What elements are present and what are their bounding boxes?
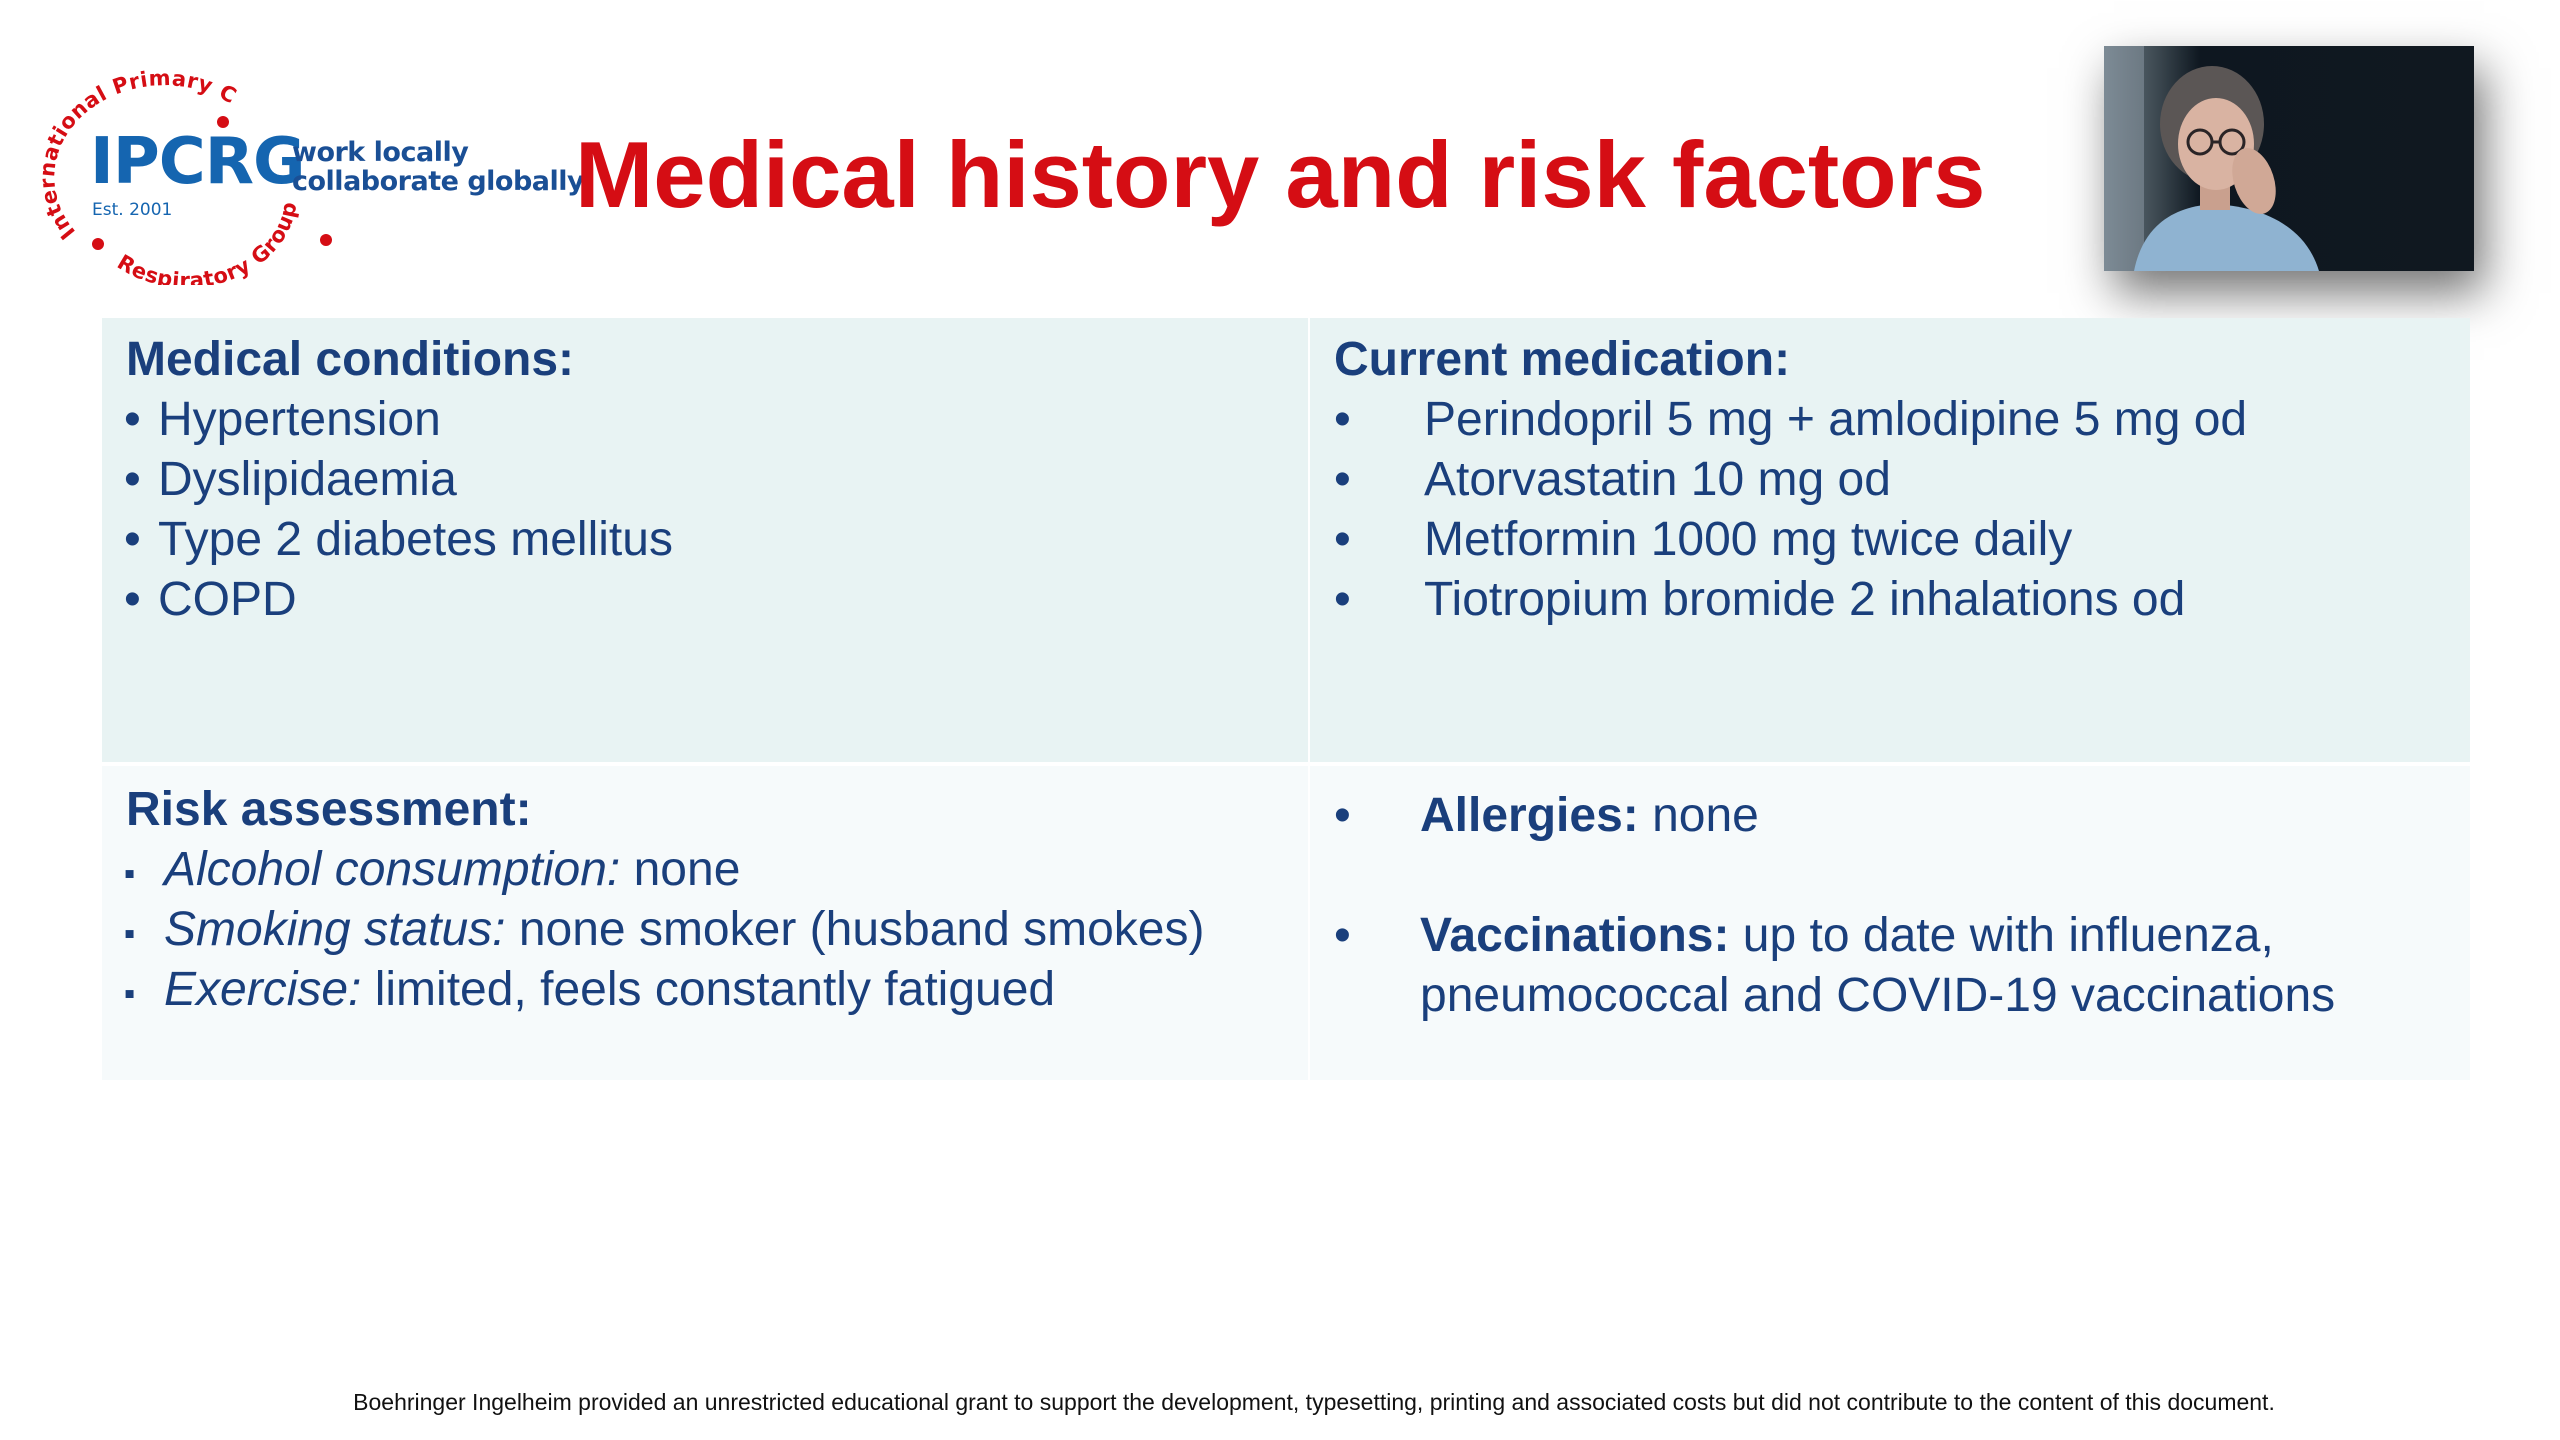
vaccinations-item: • Vaccinations: up to date with influenz… xyxy=(1334,906,2335,1026)
risk-assessment-list: ▪ Alcohol consumption: none ▪ Smoking stat… xyxy=(124,840,1204,1020)
risk-assessment-panel: Risk assessment: ▪ Alcohol consumption: n… xyxy=(102,766,1308,1080)
risk-label: Alcohol consumption: xyxy=(164,843,621,896)
bullet-icon: • xyxy=(1334,513,1351,566)
logo-tagline-line2: collaborate globally xyxy=(292,166,585,197)
bullet-icon: • xyxy=(124,393,141,446)
logo-dot-left xyxy=(92,238,104,250)
current-medication-list: • Perindopril 5 mg + amlodipine 5 mg od •… xyxy=(1334,390,2247,630)
risk-label: Smoking status: xyxy=(164,903,506,956)
bullet-icon: • xyxy=(124,513,141,566)
elderly-woman-portrait-icon xyxy=(2104,46,2319,271)
logo-tagline-line1: work locally xyxy=(292,137,469,168)
bullet-icon: • xyxy=(1334,573,1351,626)
square-bullet-icon: ▪ xyxy=(124,915,136,951)
allergies-item: • Allergies: none xyxy=(1334,786,1759,846)
list-item: • Atorvastatin 10 mg od xyxy=(1334,450,2247,510)
medication-text: Metformin 1000 mg twice daily xyxy=(1424,513,2073,566)
bullet-icon: • xyxy=(124,573,141,626)
bullet-icon: • xyxy=(124,453,141,506)
logo-tagline: work locally collaborate globally xyxy=(292,137,585,197)
vaccinations-value-line2: pneumococcal and COVID-19 vaccinations xyxy=(1420,969,2336,1022)
square-bullet-icon: ▪ xyxy=(124,855,136,891)
bullet-icon: • xyxy=(1334,453,1351,506)
logo-dot-top xyxy=(217,116,229,128)
medication-text: Tiotropium bromide 2 inhalations od xyxy=(1424,573,2186,626)
condition-text: Hypertension xyxy=(158,393,441,446)
list-item: • Perindopril 5 mg + amlodipine 5 mg od xyxy=(1334,390,2247,450)
list-item: ▪ Alcohol consumption: none xyxy=(124,840,1204,900)
list-item: • Dyslipidaemia xyxy=(124,450,673,510)
patient-photo xyxy=(2104,46,2474,271)
square-bullet-icon: ▪ xyxy=(124,975,136,1011)
list-item: ▪ Exercise: limited, feels constantly fat… xyxy=(124,960,1204,1020)
allergies-vaccinations-panel: • Allergies: none • Vaccinations: up to … xyxy=(1310,766,2470,1080)
current-medication-panel: Current medication: • Perindopril 5 mg + … xyxy=(1310,318,2470,762)
risk-value: none smoker (husband smokes) xyxy=(505,903,1205,956)
list-item: • Type 2 diabetes mellitus xyxy=(124,510,673,570)
bullet-icon: • xyxy=(1334,789,1351,842)
vaccinations-value-line1: up to date with influenza, xyxy=(1729,909,2274,962)
risk-value: none xyxy=(620,843,741,896)
list-item: • Tiotropium bromide 2 inhalations od xyxy=(1334,570,2247,630)
risk-label: Exercise: xyxy=(164,963,362,1016)
logo-ring-graphic: International Primary Care Respiratory G… xyxy=(34,70,332,285)
current-medication-heading: Current medication: xyxy=(1334,333,1791,386)
ipcrg-logo: International Primary Care Respiratory G… xyxy=(34,70,585,285)
slide-title: Medical history and risk factors xyxy=(575,122,1986,227)
bullet-icon: • xyxy=(1334,393,1351,446)
funding-disclaimer: Boehringer Ingelheim provided an unrestr… xyxy=(353,1389,2275,1415)
allergies-value: none xyxy=(1638,789,1759,842)
logo-established: Est. 2001 xyxy=(92,200,173,220)
risk-assessment-heading: Risk assessment: xyxy=(126,783,532,836)
bullet-icon: • xyxy=(1334,909,1351,962)
medication-text: Perindopril 5 mg + amlodipine 5 mg od xyxy=(1424,393,2248,446)
medical-conditions-list: • Hypertension • Dyslipidaemia • Type 2 dia… xyxy=(124,390,673,630)
logo-name: IPCRG xyxy=(90,125,305,199)
list-item: • Hypertension xyxy=(124,390,673,450)
list-item: ▪ Smoking status: none smoker (husband sm… xyxy=(124,900,1204,960)
medication-text: Atorvastatin 10 mg od xyxy=(1424,453,1891,506)
condition-text: Dyslipidaemia xyxy=(158,453,457,506)
medical-conditions-heading: Medical conditions: xyxy=(126,333,575,386)
list-item: • COPD xyxy=(124,570,673,630)
vaccinations-label: Vaccinations: xyxy=(1420,909,1730,962)
condition-text: COPD xyxy=(158,573,297,626)
allergies-label: Allergies: xyxy=(1420,789,1639,842)
risk-value: limited, feels constantly fatigued xyxy=(361,963,1056,1016)
condition-text: Type 2 diabetes mellitus xyxy=(158,513,673,566)
medical-conditions-panel: Medical conditions: • Hypertension • Dysli… xyxy=(102,318,1308,762)
logo-dot-right xyxy=(320,234,332,246)
list-item: • Metformin 1000 mg twice daily xyxy=(1334,510,2247,570)
